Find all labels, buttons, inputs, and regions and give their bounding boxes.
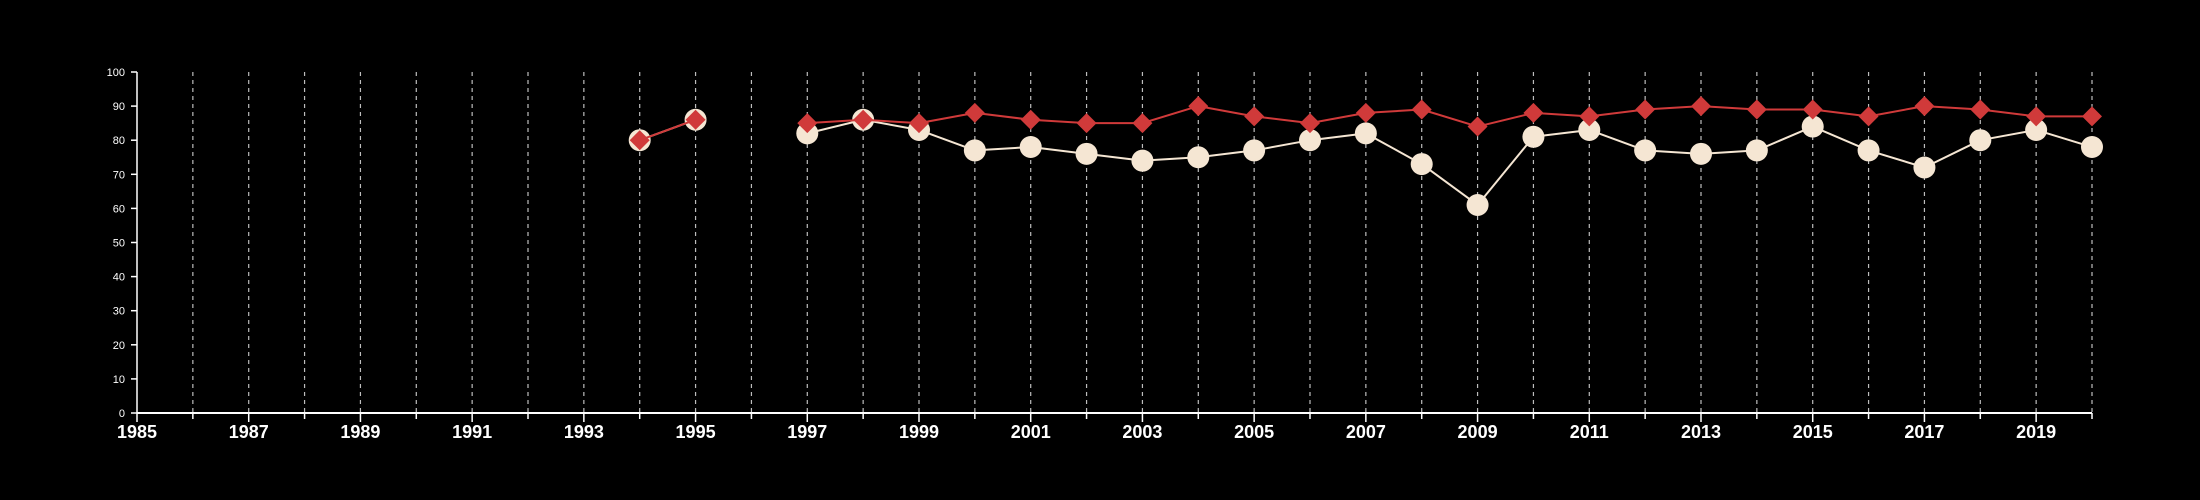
series-1-point-2011	[1578, 118, 1601, 141]
series-2-point-2000	[964, 102, 985, 123]
series-2-point-2002	[1076, 113, 1097, 134]
ytick-label-50: 50	[113, 238, 125, 250]
xtick-label-2013: 2013	[1681, 422, 1721, 442]
ytick-label-20: 20	[113, 340, 125, 352]
series-2-point-2012	[1635, 99, 1656, 120]
series-2-point-2007	[1355, 102, 1376, 123]
series-2-point-2015	[1802, 99, 1823, 120]
series-2-segment	[1477, 111, 1534, 128]
series-2-segment	[1980, 108, 2037, 118]
xtick-label-1999: 1999	[899, 422, 939, 442]
series-2-point-1995	[685, 109, 706, 130]
xtick-label-2003: 2003	[1122, 422, 1162, 442]
xtick-label-1987: 1987	[229, 422, 269, 442]
series-1-point-2002	[1075, 142, 1098, 165]
series-1-point-2019	[2025, 118, 2048, 141]
series-2-point-2003	[1132, 113, 1153, 134]
series-2-point-2014	[1746, 99, 1767, 120]
series-1-point-2017	[1913, 156, 1936, 179]
series-2-point-2011	[1579, 106, 1600, 127]
series-2-point-1999	[909, 113, 929, 134]
series-2-segment	[1198, 105, 1255, 118]
series-2-segment	[639, 118, 696, 142]
xtick-label-2005: 2005	[1234, 422, 1274, 442]
series-1-point-1997	[796, 122, 819, 145]
xtick-label-2019: 2019	[2016, 422, 2056, 442]
series-2-point-1994	[629, 130, 650, 151]
series-2-point-2020	[2082, 106, 2102, 127]
ytick-label-80: 80	[113, 135, 125, 147]
xtick-label-2015: 2015	[1793, 422, 1833, 442]
series-2-segment	[1142, 105, 1199, 125]
series-2-point-1997	[797, 113, 818, 134]
series-2-point-2016	[1858, 106, 1879, 127]
xtick-label-2001: 2001	[1011, 422, 1051, 442]
xtick-label-1989: 1989	[340, 422, 380, 442]
xtick-label-2017: 2017	[1904, 422, 1944, 442]
ytick-label-0: 0	[119, 408, 125, 420]
series-1-point-2013	[1690, 142, 1712, 165]
series-1-point-2012	[1634, 139, 1657, 162]
series-1-point-2006	[1299, 129, 1321, 152]
series-2-point-2005	[1244, 106, 1265, 127]
xtick-label-2007: 2007	[1346, 422, 1386, 442]
series-1-point-2001	[1019, 136, 1042, 159]
series-2-segment	[1868, 105, 1925, 118]
series-1-point-2015	[1801, 115, 1824, 138]
series-1-segment	[1476, 136, 1535, 206]
series-2-segment	[1254, 115, 1311, 125]
series-2	[629, 96, 2102, 151]
series-1-point-2003	[1131, 149, 1154, 172]
series-2-point-2019	[2026, 106, 2047, 127]
ytick-label-90: 90	[113, 101, 125, 113]
series-1-point-2016	[1857, 139, 1880, 162]
xtick-label-1985: 1985	[117, 422, 157, 442]
ytick-label-10: 10	[113, 374, 125, 386]
xtick-label-1997: 1997	[787, 422, 827, 442]
series-2-point-2004	[1188, 96, 1209, 117]
xtick-label-1991: 1991	[452, 422, 492, 442]
ytick-label-60: 60	[113, 203, 125, 215]
ytick-label-40: 40	[113, 272, 125, 284]
series-1-point-2004	[1187, 146, 1210, 169]
series-2-point-2010	[1523, 102, 1544, 123]
series-2-segment	[918, 111, 976, 125]
series-2-point-2001	[1020, 109, 1041, 130]
ytick-label-30: 30	[113, 306, 125, 318]
series-2-segment	[1309, 111, 1367, 125]
series-group	[628, 96, 2103, 216]
xtick-label-1995: 1995	[676, 422, 716, 442]
series-2-point-1998	[853, 109, 874, 130]
series-1-point-2009	[1466, 193, 1489, 216]
xtick-label-2009: 2009	[1458, 422, 1498, 442]
series-2-point-2009	[1467, 116, 1488, 137]
series-2-segment	[974, 111, 1031, 121]
series-1-point-2005	[1243, 139, 1266, 162]
ytick-label-70: 70	[113, 169, 125, 181]
xtick-label-1993: 1993	[564, 422, 604, 442]
series-2-point-2008	[1411, 99, 1432, 120]
series-2-segment	[1589, 108, 1646, 118]
ytick-label-100: 100	[107, 67, 125, 79]
series-1-segment	[1421, 163, 1479, 206]
axes: 0 10 20 30 40 50 60 70 80 90 100 1985 1987 1989 1991 19…	[107, 67, 2093, 442]
series-1-point-2010	[1522, 125, 1545, 148]
series-1-point-2008	[1410, 153, 1433, 176]
series-1-point-2020	[2081, 136, 2103, 159]
series-2-point-2006	[1300, 113, 1320, 134]
series-1-point-2018	[1969, 129, 1992, 152]
series-2-point-2017	[1914, 96, 1935, 117]
series-2-segment	[1812, 108, 1869, 118]
series-1-point-2007	[1354, 122, 1377, 145]
series-2-segment	[1421, 108, 1478, 128]
series-2-point-2018	[1970, 99, 1991, 120]
series-1-point-2000	[963, 139, 986, 162]
series-2-point-2013	[1691, 96, 1711, 117]
series-1-point-2014	[1745, 139, 1768, 162]
xtick-label-2011: 2011	[1570, 422, 1609, 442]
